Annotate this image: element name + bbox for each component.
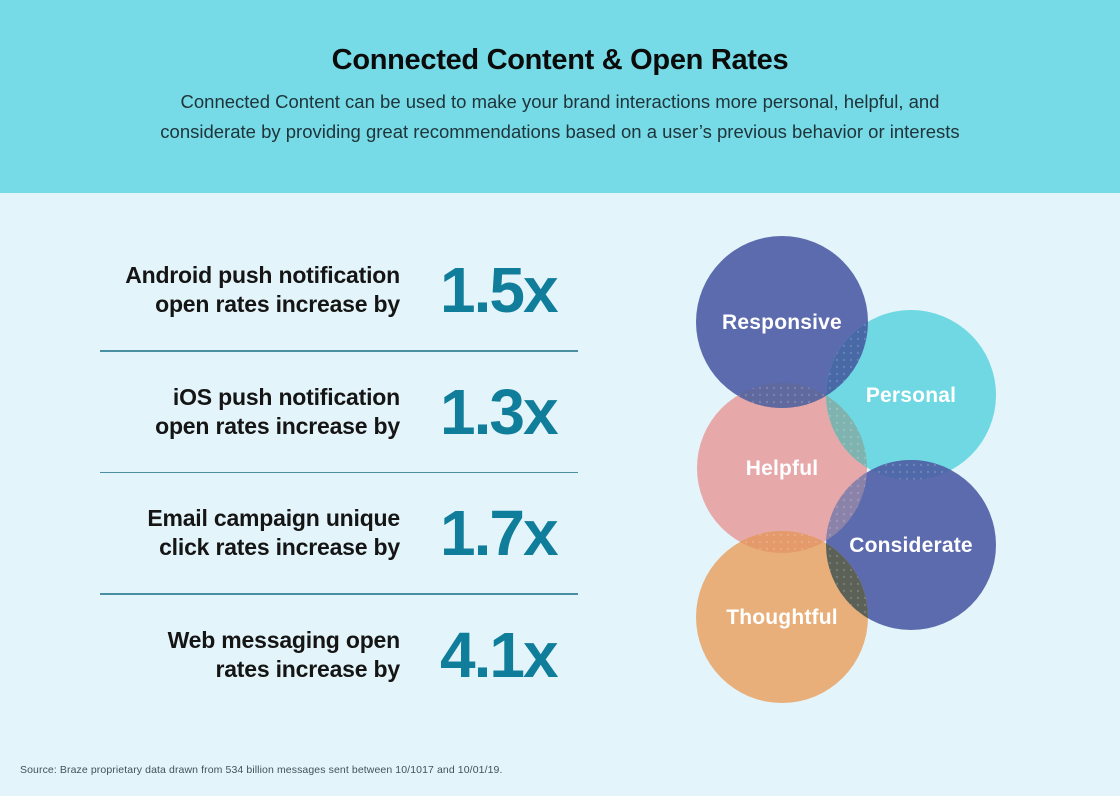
- stat-value: 1.7x: [440, 497, 559, 569]
- venn-diagram: Responsive Personal Helpful Considerate …: [660, 225, 1080, 705]
- venn-label-helpful: Helpful: [746, 457, 819, 480]
- header-band: Connected Content & Open Rates Connected…: [0, 0, 1120, 193]
- divider: [100, 471, 578, 473]
- venn-circle-helpful: [697, 383, 867, 553]
- stat-label-line1: Email campaign unique: [147, 505, 400, 532]
- stats-panel: Android push notification open rates inc…: [100, 230, 578, 715]
- page-subtitle-line1: Connected Content can be used to make yo…: [180, 91, 940, 112]
- venn-label-responsive: Responsive: [722, 311, 842, 334]
- stat-row-android-push: Android push notification open rates inc…: [100, 230, 578, 350]
- venn-circle-personal: [826, 310, 996, 480]
- stat-label-line1: iOS push notification: [172, 383, 400, 410]
- page-subtitle: Connected Content can be used to make yo…: [0, 87, 1120, 147]
- divider: [100, 593, 578, 595]
- stat-value: 1.5x: [440, 254, 559, 326]
- stat-row-ios-push: iOS push notification open rates increas…: [100, 352, 578, 472]
- page-subtitle-line2: considerate by providing great recommend…: [160, 121, 960, 142]
- page-title: Connected Content & Open Rates: [331, 44, 789, 76]
- venn-svg: Responsive Personal Helpful Considerate …: [696, 236, 996, 703]
- venn-circle-considerate: [826, 460, 996, 630]
- source-note: Source: Braze proprietary data drawn fro…: [20, 764, 503, 776]
- venn-label-considerate: Considerate: [849, 534, 973, 557]
- venn-circle-thoughtful: [696, 531, 868, 703]
- stat-label: Email campaign unique click rates increa…: [100, 504, 400, 561]
- stat-label-line1: Android push notification: [125, 262, 400, 289]
- stat-row-web-messaging: Web messaging open rates increase by 4.1…: [100, 595, 578, 715]
- stat-label-line2: click rates increase by: [159, 534, 400, 560]
- venn-circle-responsive: [696, 236, 868, 408]
- stat-label: Android push notification open rates inc…: [100, 261, 400, 318]
- stat-label-line2: open rates increase by: [155, 291, 400, 317]
- venn-label-personal: Personal: [866, 384, 956, 407]
- divider: [100, 350, 578, 352]
- stat-value: 1.3x: [440, 375, 559, 448]
- stat-label-line2: rates increase by: [215, 655, 400, 682]
- venn-label-thoughtful: Thoughtful: [726, 606, 838, 629]
- stat-row-email-clicks: Email campaign unique click rates increa…: [100, 473, 578, 593]
- stat-label: Web messaging open rates increase by: [100, 626, 401, 683]
- stat-label-line2: open rates increase by: [155, 412, 400, 439]
- stat-label-line1: Web messaging open: [167, 626, 401, 653]
- stat-label: iOS push notification open rates increas…: [100, 383, 400, 440]
- stat-value: 4.1x: [440, 618, 559, 691]
